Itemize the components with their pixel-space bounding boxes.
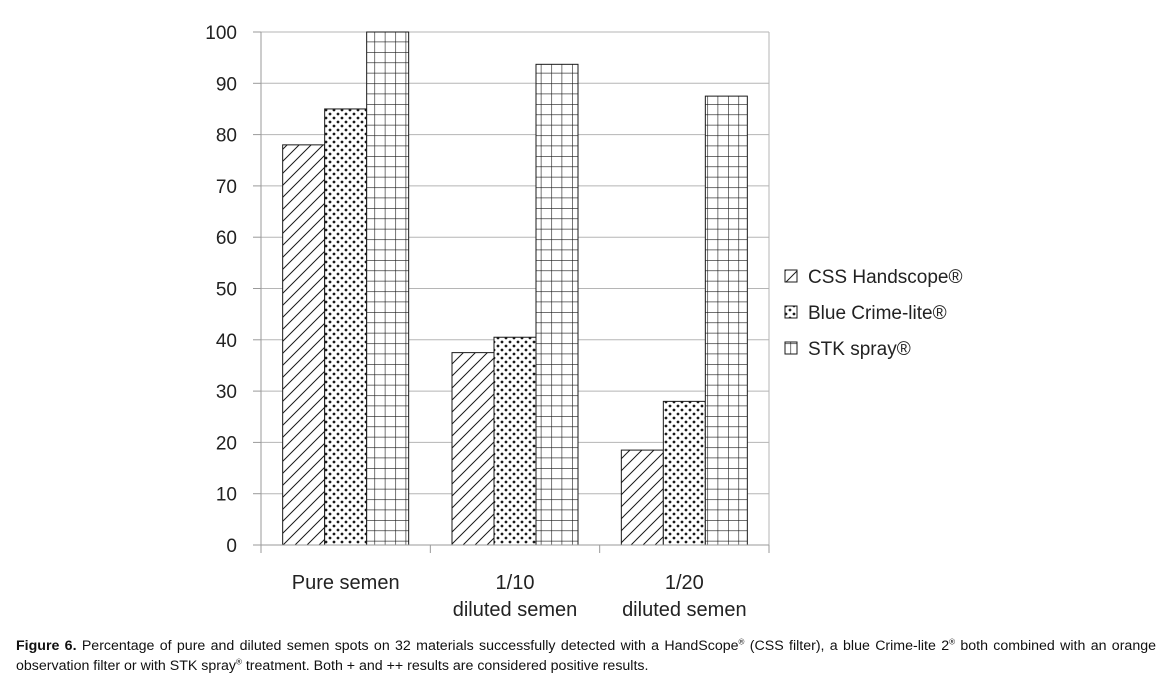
legend: CSS Handscope® Blue Crime-lite® STK spray® bbox=[784, 267, 962, 360]
axes bbox=[253, 31, 770, 553]
caption-text-4: treatment. Both + and ++ results are con… bbox=[241, 658, 649, 674]
x-tick-labels: Pure semen 1/10 diluted semen 1/20 diluted s… bbox=[292, 572, 747, 620]
bar-dots bbox=[493, 336, 537, 546]
bar-hatch bbox=[620, 449, 664, 546]
y-tick-label: 20 bbox=[216, 433, 237, 454]
caption-text-3: both combined with an orange observation… bbox=[16, 638, 1156, 674]
y-tick-label: 80 bbox=[216, 126, 237, 147]
x-tick-label: diluted semen bbox=[453, 599, 578, 620]
legend-label: CSS Handscope® bbox=[808, 267, 962, 288]
y-tick-labels: 0 10 20 30 40 50 60 70 80 90 100 bbox=[205, 23, 237, 557]
bar-grid bbox=[366, 31, 410, 546]
bar-grid bbox=[535, 63, 579, 546]
legend-swatch-grid bbox=[784, 341, 798, 355]
y-tick-label: 30 bbox=[216, 382, 237, 403]
figure-caption: Figure 6. Percentage of pure and diluted… bbox=[16, 636, 1156, 676]
y-tick-label: 10 bbox=[216, 485, 237, 506]
registered-mark-2: ® bbox=[949, 637, 956, 647]
legend-label: Blue Crime-lite® bbox=[808, 303, 947, 324]
y-tick-label: 0 bbox=[226, 536, 237, 557]
registered-mark-1: ® bbox=[738, 637, 745, 647]
bar-dots bbox=[324, 108, 368, 546]
x-tick-label: 1/20 bbox=[665, 572, 704, 594]
y-tick-label: 70 bbox=[216, 177, 237, 198]
bar-chart: 0 10 20 30 40 50 60 70 80 90 100 Pure semen 1/10 dil… bbox=[205, 23, 962, 620]
chart-svg: 0 10 20 30 40 50 60 70 80 90 100 Pure semen 1/10 dil… bbox=[205, 23, 962, 620]
legend-swatch-hatch bbox=[784, 269, 798, 283]
x-tick-label: 1/10 bbox=[496, 572, 535, 594]
legend-swatch-dots bbox=[784, 305, 798, 319]
y-tick-label: 100 bbox=[205, 23, 237, 44]
figure-label: Figure 6. bbox=[16, 638, 77, 654]
bar-hatch bbox=[451, 352, 495, 546]
x-tick-label: diluted semen bbox=[622, 599, 747, 620]
bar-hatch bbox=[282, 144, 326, 546]
registered-mark-3: ® bbox=[236, 657, 242, 667]
y-tick-label: 40 bbox=[216, 331, 237, 352]
legend-label: STK spray® bbox=[808, 339, 911, 360]
x-tick-label: Pure semen bbox=[292, 572, 400, 594]
caption-text-2: (CSS filter), a blue Crime-lite 2 bbox=[744, 638, 950, 654]
bar-grid bbox=[704, 95, 748, 546]
bar-dots bbox=[662, 400, 706, 546]
caption-text-1: Percentage of pure and diluted semen spo… bbox=[76, 638, 739, 654]
y-tick-label: 60 bbox=[216, 228, 237, 249]
y-tick-label: 90 bbox=[216, 74, 237, 95]
y-tick-label: 50 bbox=[216, 280, 237, 301]
